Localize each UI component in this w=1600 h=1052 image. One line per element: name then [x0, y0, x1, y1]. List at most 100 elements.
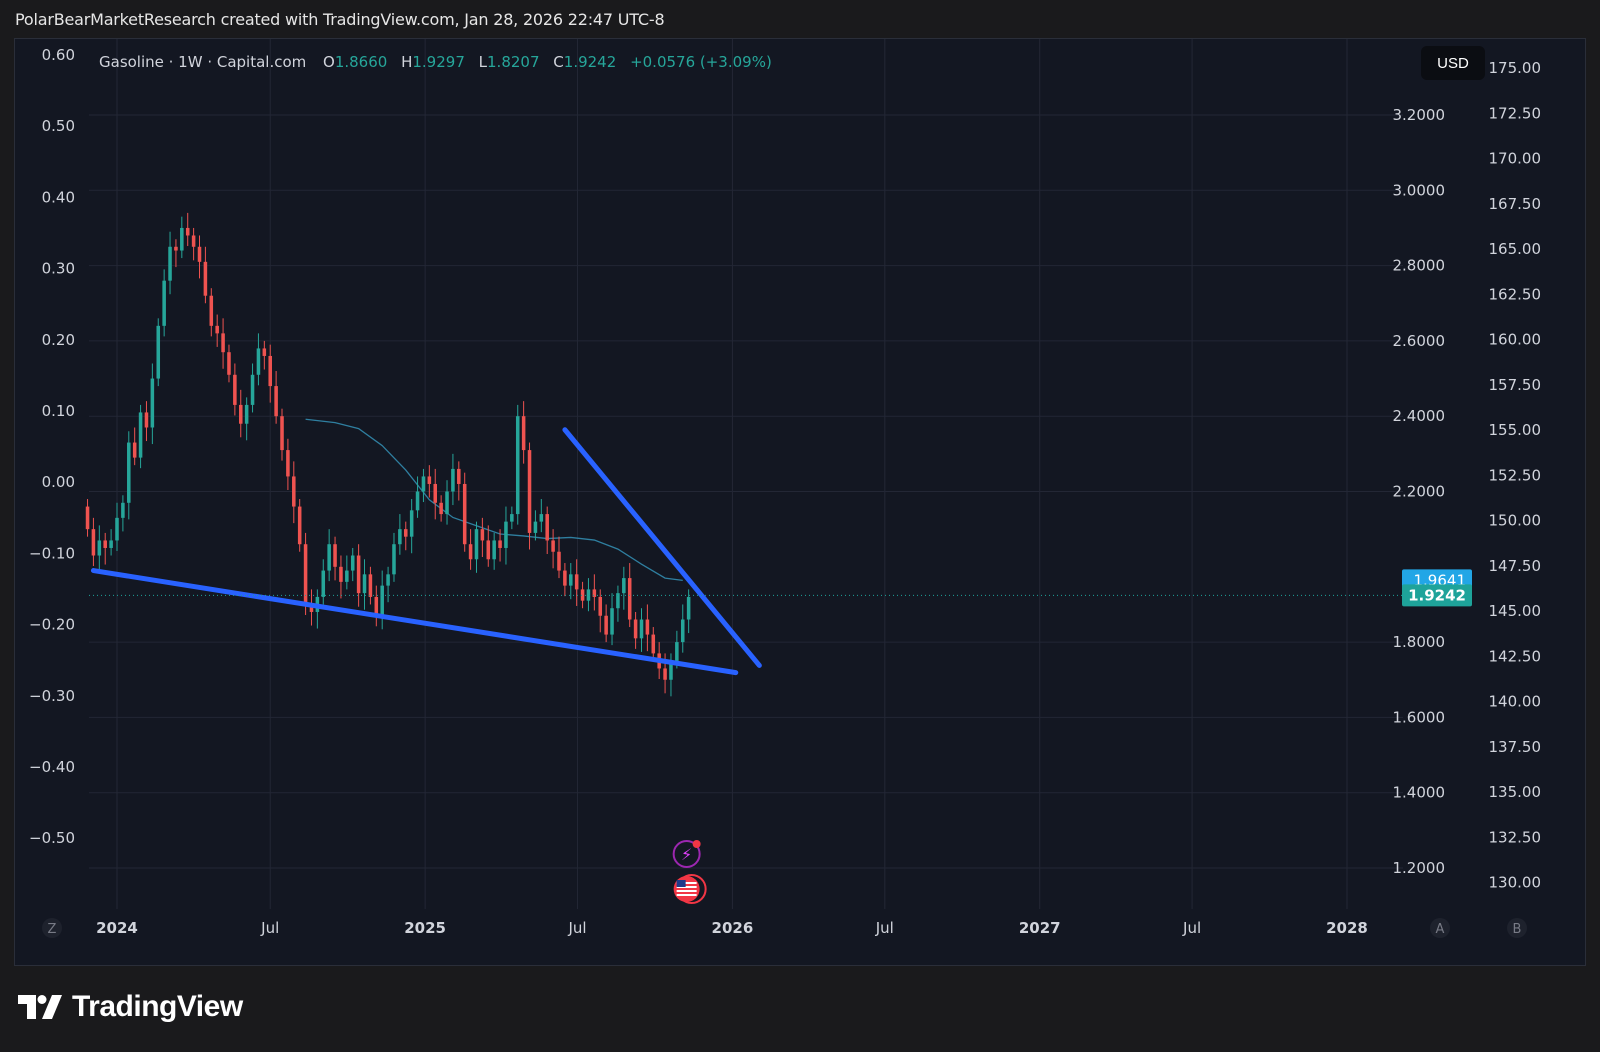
left-axis-tick: −0.10	[29, 544, 75, 562]
time-axis-label: Jul	[1182, 919, 1201, 937]
symbol-info[interactable]: Gasoline · 1W · Capital.com	[99, 53, 306, 71]
candle-body	[339, 566, 343, 582]
bolt-glyph: ⚡	[681, 845, 692, 864]
left-axis-tick: 0.30	[42, 260, 75, 278]
right-axis-tick: 130.00	[1489, 874, 1542, 892]
candle-body	[480, 529, 485, 541]
time-axis-label: Jul	[260, 919, 279, 937]
attribution-text: PolarBearMarketResearch created with Tra…	[15, 10, 665, 29]
corner-button[interactable]: A	[1436, 922, 1445, 937]
left-axis-tick: −0.20	[29, 616, 75, 634]
candle-body	[533, 521, 538, 533]
right-axis-tick: 145.00	[1489, 602, 1542, 620]
corner-button[interactable]: Z	[48, 922, 57, 937]
candle-body	[604, 615, 608, 635]
candle-body	[238, 404, 243, 424]
trendline[interactable]	[90, 568, 739, 676]
chart-panel[interactable]: 3.2000 3.0000 2.8000 2.6000 2.4000 2.2000 1.80…	[14, 38, 1586, 966]
close-label: C	[553, 53, 563, 71]
us-flag-event-icon[interactable]	[673, 876, 700, 902]
currency-button[interactable]: USD	[1421, 46, 1485, 80]
candle-body	[168, 246, 172, 281]
candle-body	[333, 544, 337, 567]
candle-body	[663, 668, 667, 680]
candle-body	[539, 514, 544, 522]
price-axis-tick: 1.2000	[1393, 859, 1446, 877]
candle-body	[345, 570, 349, 582]
candle-body	[409, 510, 414, 537]
right-axis-tick: 152.50	[1489, 466, 1542, 484]
candle-body	[510, 514, 514, 522]
candle-body	[415, 491, 420, 511]
candle-body	[598, 596, 603, 616]
price-axis-tick: 1.4000	[1393, 784, 1446, 802]
candle-body	[274, 386, 278, 417]
right-axis-tick: 155.00	[1489, 421, 1542, 439]
candle-body	[162, 280, 166, 326]
candle-body	[227, 352, 231, 375]
time-axis-label: 2027	[1019, 919, 1061, 937]
price-axis-tick: 2.8000	[1393, 257, 1446, 275]
left-axis-tick: 0.50	[42, 117, 75, 135]
corner-button-bg[interactable]	[1430, 918, 1450, 938]
candle-body	[150, 378, 155, 428]
brand[interactable]: TradingView	[18, 990, 243, 1024]
last-price-label: 1.9242	[1408, 586, 1466, 604]
right-axis-tick: 175.00	[1489, 59, 1542, 77]
candle-body	[350, 555, 355, 571]
candle-body	[392, 544, 396, 575]
candle-body	[580, 589, 585, 601]
candle-body	[138, 412, 143, 458]
corner-button[interactable]: B	[1513, 922, 1522, 937]
left-axis-tick: −0.50	[29, 829, 75, 847]
corner-button-bg[interactable]	[1507, 918, 1527, 938]
flash-news-icon[interactable]	[672, 840, 701, 868]
trendline[interactable]	[562, 427, 762, 668]
low-value: 1.8207	[487, 53, 540, 71]
time-axis-label: 2024	[96, 919, 138, 937]
candle-body	[551, 540, 555, 552]
candle-body	[197, 246, 202, 262]
candle-body	[427, 476, 432, 484]
candle-body	[303, 544, 308, 605]
left-axis-tick: 0.20	[42, 331, 75, 349]
candle-body	[627, 578, 632, 620]
notification-dot	[692, 840, 701, 848]
candle-body	[574, 574, 579, 590]
left-axis-tick: 0.60	[42, 46, 75, 64]
open-value: 1.8660	[335, 53, 388, 71]
chart-canvas[interactable]: 3.2000 3.0000 2.8000 2.6000 2.4000 2.2000 1.80…	[15, 39, 1587, 967]
candle-body	[486, 540, 491, 560]
candle-body	[686, 596, 691, 620]
candle-body	[121, 502, 125, 518]
candle-body	[633, 619, 638, 639]
candle-body	[622, 578, 626, 594]
candle-body	[386, 574, 390, 586]
time-axis-label: 2028	[1326, 919, 1368, 937]
open-label: O	[323, 53, 335, 71]
trendlines-layer	[90, 427, 762, 676]
change-value: +0.0576 (+3.09%)	[630, 53, 772, 71]
right-axis-tick: 165.00	[1489, 240, 1542, 258]
candle-body	[327, 544, 331, 571]
right-axis-tick: 172.50	[1489, 104, 1542, 122]
candle-body	[563, 570, 567, 586]
candle-body	[492, 540, 496, 560]
candle-body	[557, 551, 561, 571]
candle-body	[268, 355, 272, 387]
corner-button-bg[interactable]	[42, 918, 62, 938]
candle-body	[616, 593, 620, 609]
left-axis-tick: 0.40	[42, 188, 75, 206]
candle-body	[457, 468, 461, 484]
flag-stripe	[676, 894, 697, 896]
right-axis-tick: 132.50	[1489, 828, 1542, 846]
flag-stripe	[676, 882, 697, 884]
candle-body	[421, 476, 426, 492]
candle-body	[262, 348, 267, 356]
candle-body	[468, 544, 473, 560]
tradingview-logo-icon	[18, 995, 62, 1019]
candle-body	[592, 589, 597, 597]
candle-body	[439, 502, 443, 515]
candle-body	[209, 295, 214, 326]
candle-body	[433, 483, 438, 503]
